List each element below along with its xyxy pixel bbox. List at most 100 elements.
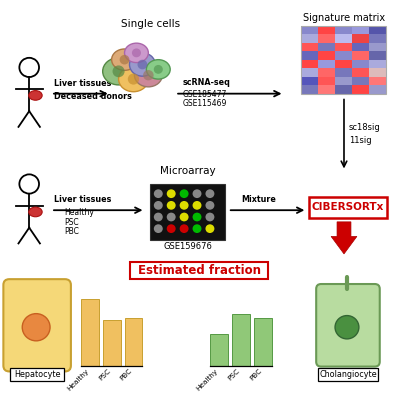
Circle shape [180,201,188,210]
Text: Single cells: Single cells [121,19,180,29]
Bar [369,42,386,51]
Bar [335,42,352,51]
Bar [309,197,387,218]
Bar [318,42,335,51]
Circle shape [128,73,139,85]
Circle shape [206,224,214,233]
Circle shape [192,224,202,233]
Circle shape [206,201,214,210]
Bar [318,68,335,77]
Text: Cholangiocyte: Cholangiocyte [319,370,377,379]
Polygon shape [331,222,357,254]
Bar [301,85,318,94]
Bar [352,85,369,94]
Bar [352,51,369,60]
Bar [318,77,335,85]
Text: PBC: PBC [119,368,134,382]
Bar [352,68,369,77]
Bar [369,34,386,42]
Text: Hepatocyte: Hepatocyte [14,370,60,379]
Circle shape [120,55,130,64]
Circle shape [180,213,188,222]
Circle shape [192,201,202,210]
Bar [352,60,369,68]
Bar [301,34,318,42]
Bar [369,60,386,68]
Ellipse shape [112,49,138,70]
Bar [318,60,335,68]
Text: GSE185477: GSE185477 [183,90,228,98]
Bar [150,184,225,240]
Bar [335,34,352,42]
Text: PBC: PBC [64,227,79,237]
Text: PBC: PBC [248,368,262,382]
Circle shape [22,314,50,341]
Circle shape [192,213,202,222]
Circle shape [154,224,163,233]
Circle shape [154,189,163,198]
Ellipse shape [134,64,162,87]
Bar [369,77,386,85]
Ellipse shape [118,66,148,92]
Bar [352,26,369,34]
Bar [124,318,142,366]
Circle shape [154,201,163,210]
Bar [301,77,318,85]
Text: Signature matrix: Signature matrix [303,13,385,23]
Circle shape [192,189,202,198]
Ellipse shape [124,43,148,63]
Bar [10,368,64,381]
Text: Microarray: Microarray [160,166,216,176]
Bar [335,77,352,85]
Bar [318,26,335,34]
Bar [301,68,318,77]
Bar [232,314,250,366]
Bar [318,34,335,42]
Text: PSC: PSC [64,218,78,227]
Bar [301,26,318,34]
Bar [369,68,386,77]
Bar [352,77,369,85]
Text: 11sig: 11sig [349,136,372,145]
Bar [254,318,272,366]
Bar [301,60,318,68]
Text: Healthy: Healthy [195,368,219,391]
Bar [81,299,99,366]
Text: Liver tissues: Liver tissues [54,195,111,204]
Ellipse shape [130,53,155,76]
Text: Mixture: Mixture [242,195,276,204]
Circle shape [132,48,141,57]
Circle shape [167,224,176,233]
Circle shape [112,66,125,77]
Text: Liver tissues: Liver tissues [54,79,111,88]
Circle shape [167,213,176,222]
Circle shape [180,189,188,198]
Bar [103,320,120,366]
Circle shape [167,189,176,198]
Bar [301,42,318,51]
Bar [335,51,352,60]
Text: PSC: PSC [226,368,241,382]
Circle shape [180,224,188,233]
FancyBboxPatch shape [316,284,380,366]
Bar [301,51,318,60]
Text: GSE115469: GSE115469 [183,99,228,108]
Circle shape [154,213,163,222]
Text: Healthy: Healthy [66,368,90,391]
Bar [130,262,268,279]
Bar [318,368,378,381]
Circle shape [143,70,154,80]
Text: CIBERSORTx: CIBERSORTx [312,202,384,212]
Circle shape [167,201,176,210]
Ellipse shape [103,58,134,85]
Bar [210,334,228,366]
Text: Deceased donors: Deceased donors [54,92,132,100]
Bar [318,85,335,94]
Circle shape [138,60,147,69]
Ellipse shape [29,91,42,100]
Bar [335,68,352,77]
Ellipse shape [146,60,170,79]
Bar [369,51,386,60]
Bar [369,85,386,94]
Text: scRNA-seq: scRNA-seq [183,78,231,87]
